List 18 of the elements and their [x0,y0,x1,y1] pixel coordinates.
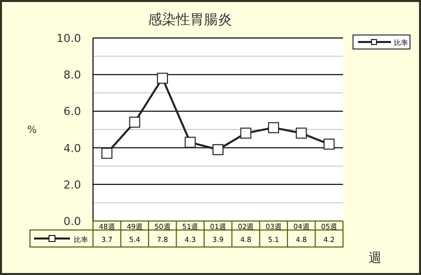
point [296,128,307,139]
y-tick-label: 8.0 [64,68,81,82]
y-tick-label: 10.0 [56,32,81,45]
y-tick-label: 0.0 [64,215,81,228]
point [212,144,224,156]
y-tick-label: 6.0 [64,105,81,118]
point [324,138,335,150]
x-axis-title: 週 [368,251,382,266]
y-tick-label: 4.0 [64,142,81,155]
y-axis-title: % [27,125,37,136]
point [268,122,280,134]
point [129,116,140,128]
point [240,128,252,139]
point [184,136,196,148]
point [101,148,112,159]
chart-title: 感染性胃腸炎 [148,12,232,28]
y-tick-label: 2.0 [64,178,81,192]
point [156,72,168,84]
